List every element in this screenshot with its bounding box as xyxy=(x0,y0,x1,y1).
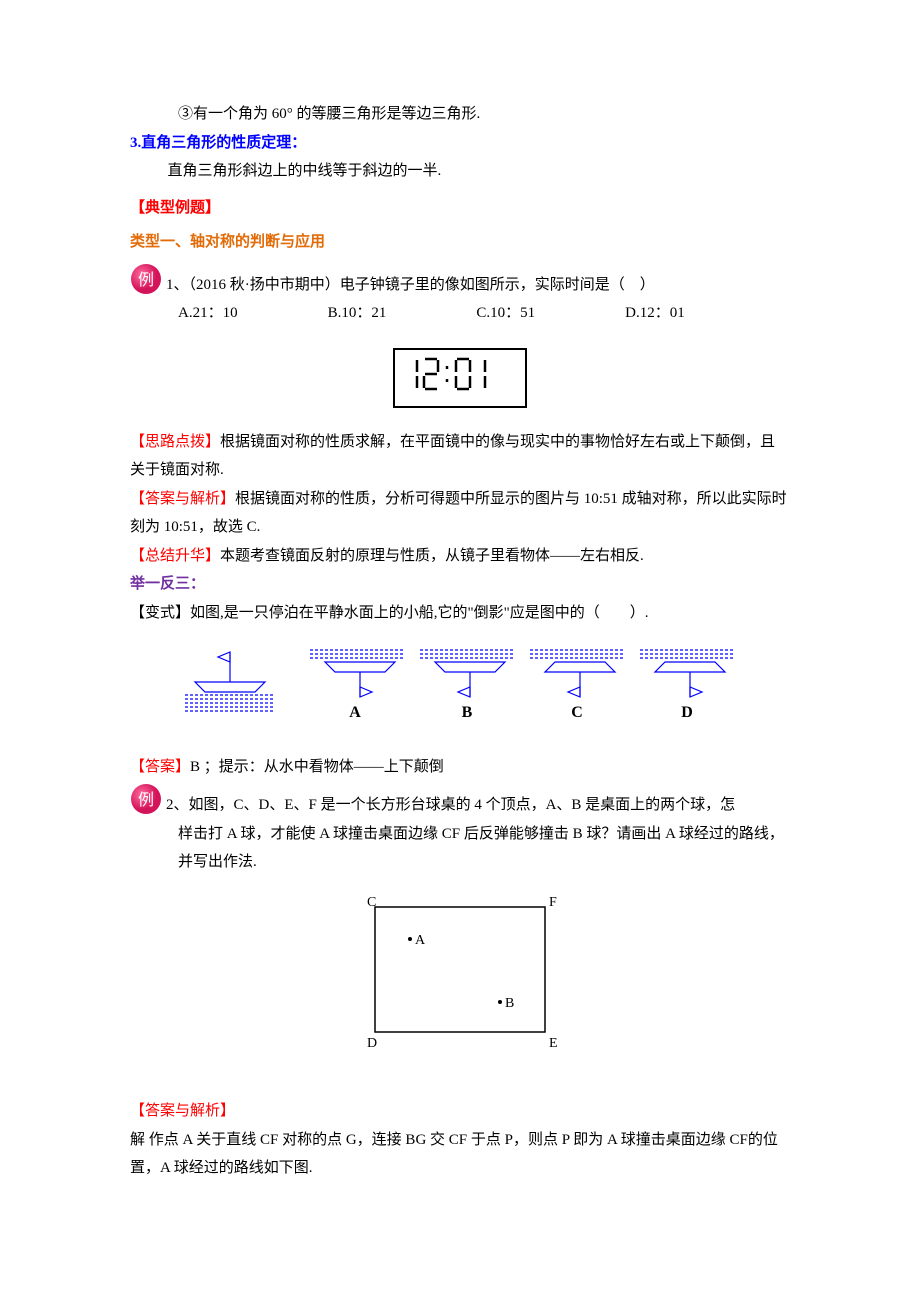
ex1-option-d: D.12：01 xyxy=(625,299,685,328)
variant-label: 【变式】 xyxy=(130,605,190,621)
answer-label-2: 【答案与解析】 xyxy=(130,1097,790,1126)
boat-figure: A B C D xyxy=(130,642,790,733)
svg-text:A: A xyxy=(415,933,426,948)
ex1-option-b: B.10：21 xyxy=(328,299,387,328)
svg-text:C: C xyxy=(367,895,376,910)
example-1-question: 1、（2016 秋·扬中市期中）电子钟镜子里的像如图所示，实际时间是（ ） xyxy=(166,263,655,300)
example-2-row: 例 2、如图，C、D、E、F 是一个长方形台球桌的 4 个顶点，A、B 是桌面上… xyxy=(130,783,790,820)
svg-text:F: F xyxy=(549,895,557,910)
section-3-title: 3.直角三角形的性质定理： xyxy=(130,129,790,158)
infer-title: 举一反三： xyxy=(130,570,790,599)
svg-text:B: B xyxy=(505,996,514,1011)
svg-text:例: 例 xyxy=(138,791,154,809)
svg-text:D: D xyxy=(681,704,693,721)
variant-answer-text: B ；提示：从水中看物体——上下颠倒 xyxy=(190,759,444,775)
ex1-summary: 【总结升华】本题考查镜面反射的原理与性质，从镜子里看物体——左右相反. xyxy=(130,542,790,571)
analysis-label: 【思路点拨】 xyxy=(130,434,220,450)
variant-answer: 【答案】B ；提示：从水中看物体——上下颠倒 xyxy=(130,753,790,782)
line-equilateral: ③有一个角为 60° 的等腰三角形是等边三角形. xyxy=(130,100,790,129)
svg-text:A: A xyxy=(349,704,361,721)
svg-text:C: C xyxy=(571,704,583,721)
clock-display xyxy=(393,348,527,408)
example-badge-icon: 例 xyxy=(130,263,162,295)
ex2-solution: 解 作点 A 关于直线 CF 对称的点 G，连接 BG 交 CF 于点 P，则点… xyxy=(130,1126,790,1183)
example-1-row: 例 1、（2016 秋·扬中市期中）电子钟镜子里的像如图所示，实际时间是（ ） xyxy=(130,263,790,300)
ex1-summary-text: 本题考查镜面反射的原理与性质，从镜子里看物体——左右相反. xyxy=(220,548,644,564)
boat-svg: A B C D xyxy=(180,642,740,722)
svg-text:D: D xyxy=(367,1036,377,1051)
summary-label: 【总结升华】 xyxy=(130,548,220,564)
ex1-analysis-text: 根据镜面对称的性质求解，在平面镜中的像与现实中的事物恰好左右或上下颠倒，且关于镜… xyxy=(130,434,775,479)
section-3-content: 直角三角形斜边上的中线等于斜边的一半. xyxy=(130,157,790,186)
ex1-options: A.21：10 B.10：21 C.10：51 D.12：01 xyxy=(130,299,790,328)
ex1-option-a: A.21：10 xyxy=(178,299,238,328)
ex1-analysis: 【思路点拨】根据镜面对称的性质求解，在平面镜中的像与现实中的事物恰好左右或上下颠… xyxy=(130,428,790,485)
examples-title: 【典型例题】 xyxy=(130,194,790,223)
ex1-answer: 【答案与解析】根据镜面对称的性质，分析可得题中所显示的图片与 10:51 成轴对… xyxy=(130,485,790,542)
answer-label: 【答案与解析】 xyxy=(130,491,235,507)
ex1-option-c: C.10：51 xyxy=(476,299,535,328)
example-badge-icon-2: 例 xyxy=(130,783,162,815)
answer-only-label: 【答案】 xyxy=(130,759,190,775)
svg-text:E: E xyxy=(549,1036,558,1051)
type-1-title: 类型一、轴对称的判断与应用 xyxy=(130,228,790,257)
billiards-figure: C F D E A B xyxy=(130,892,790,1073)
example-2-q2: 样击打 A 球，才能使 A 球撞击桌面边缘 CF 后反弹能够撞击 B 球？请画出… xyxy=(130,820,790,877)
svg-text:例: 例 xyxy=(138,271,154,289)
variant-question: 【变式】如图,是一只停泊在平静水面上的小船,它的"倒影"应是图中的（ ）. xyxy=(130,599,790,628)
clock-figure xyxy=(130,348,790,408)
svg-text:B: B xyxy=(462,704,473,721)
example-2-q1: 2、如图，C、D、E、F 是一个长方形台球桌的 4 个顶点，A、B 是桌面上的两… xyxy=(166,783,735,820)
variant-q-text: 如图,是一只停泊在平静水面上的小船,它的"倒影"应是图中的（ ）. xyxy=(190,605,649,621)
